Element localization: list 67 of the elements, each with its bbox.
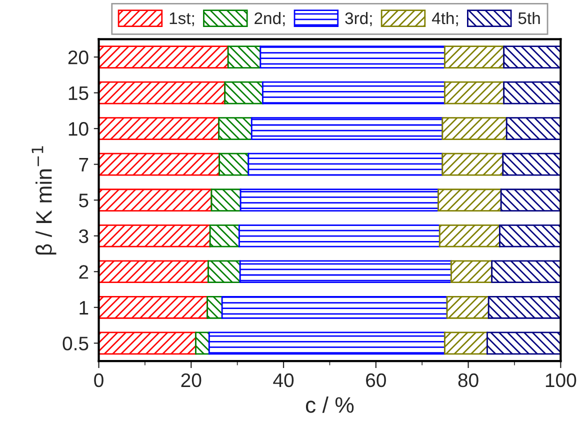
bar bbox=[208, 260, 241, 284]
bar bbox=[98, 332, 196, 355]
bar bbox=[442, 117, 508, 140]
bar bbox=[446, 296, 490, 319]
bar bbox=[227, 46, 262, 68]
bar bbox=[238, 224, 440, 248]
bar bbox=[503, 46, 561, 68]
legend-label: 1st; bbox=[170, 12, 194, 26]
y-tick-label: 3 bbox=[78, 229, 88, 244]
x-axis-title: c / % bbox=[306, 396, 354, 413]
bar bbox=[209, 224, 240, 248]
y-tick-label: 7 bbox=[79, 158, 88, 172]
bar bbox=[438, 224, 500, 248]
legend-label: 5th bbox=[518, 12, 540, 24]
bar bbox=[218, 117, 252, 140]
bar bbox=[450, 260, 493, 284]
bar bbox=[488, 296, 561, 319]
bar bbox=[250, 117, 444, 140]
x-tick-label: 40 bbox=[273, 373, 294, 388]
bar bbox=[444, 332, 488, 355]
bar bbox=[260, 46, 446, 68]
y-tick-label: 2 bbox=[79, 265, 88, 279]
bar bbox=[98, 296, 208, 319]
bar bbox=[486, 332, 561, 355]
legend-label: 2nd; bbox=[254, 12, 285, 26]
bar bbox=[98, 152, 220, 176]
bar bbox=[224, 81, 264, 104]
bar bbox=[98, 117, 220, 140]
bar bbox=[248, 152, 444, 176]
bar bbox=[208, 332, 446, 355]
legend-label: 4th; bbox=[432, 12, 458, 26]
bar bbox=[438, 188, 502, 212]
bar bbox=[98, 188, 212, 212]
y-tick-label: 20 bbox=[68, 50, 88, 64]
bar bbox=[98, 224, 211, 248]
bar bbox=[195, 332, 210, 355]
bar bbox=[502, 152, 561, 176]
bar bbox=[221, 296, 448, 319]
bar bbox=[98, 260, 209, 284]
x-tick-label: 20 bbox=[181, 373, 202, 388]
y-axis-title: β / K min$^{−1}$ bbox=[32, 146, 56, 255]
bar bbox=[240, 188, 439, 212]
y-tick-label: 10 bbox=[68, 122, 88, 136]
bar bbox=[491, 260, 561, 284]
x-tick-label: 80 bbox=[458, 373, 478, 388]
bar bbox=[499, 224, 561, 248]
bar bbox=[442, 152, 504, 176]
bar bbox=[98, 81, 226, 104]
bar bbox=[503, 81, 561, 104]
bar bbox=[210, 188, 242, 212]
bar bbox=[218, 152, 250, 176]
y-tick-label: 5 bbox=[79, 194, 88, 208]
bar bbox=[206, 296, 223, 319]
bar bbox=[98, 46, 229, 68]
y-tick-label: 1 bbox=[80, 301, 88, 314]
y-tick-label: 0.5 bbox=[62, 336, 88, 350]
bar bbox=[262, 81, 446, 104]
y-tick-label: 15 bbox=[68, 86, 88, 100]
bar bbox=[506, 117, 561, 140]
legend-label: 3rd; bbox=[345, 12, 372, 26]
x-tick-label: 100 bbox=[546, 373, 576, 388]
bar bbox=[500, 188, 561, 212]
x-tick-label: 0 bbox=[94, 373, 104, 388]
bar bbox=[444, 81, 505, 104]
bar bbox=[444, 46, 505, 68]
bar bbox=[239, 260, 452, 284]
x-tick-label: 60 bbox=[366, 373, 386, 388]
